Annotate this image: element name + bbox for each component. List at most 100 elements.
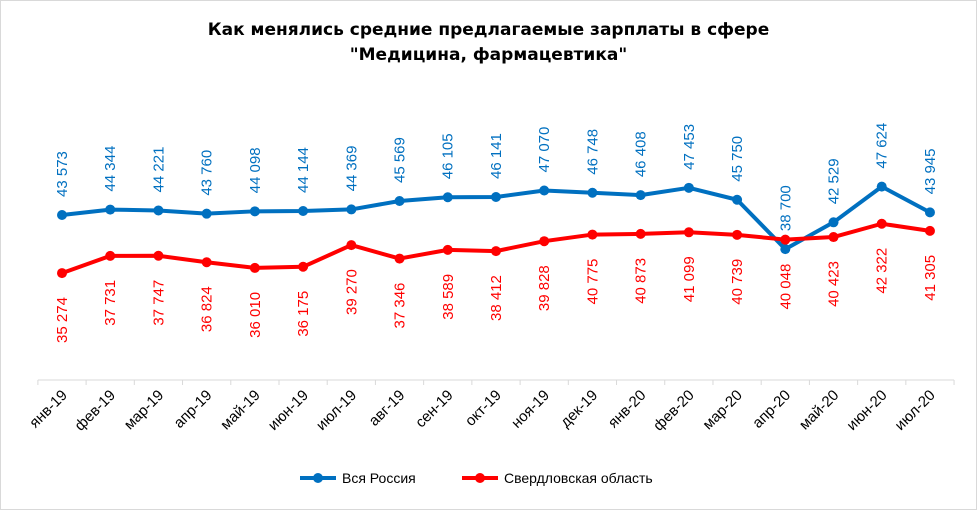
series-sverdlovsk-data-label: 36 824 [199,286,216,332]
chart-title-line-2: "Медицина, фармацевтика" [349,45,628,65]
series-sverdlovsk-data-label: 39 270 [343,269,360,315]
series-sverdlovsk-data-label: 40 873 [633,258,650,304]
series-sverdlovsk-point [394,253,405,264]
x-tick-label: дек-19 [557,387,601,431]
series-sverdlovsk-point [683,227,694,238]
series-sverdlovsk-data-label: 35 274 [54,297,71,343]
series-sverdlovsk-point [635,228,646,239]
x-tick-label: июл-20 [892,387,939,434]
series-sverdlovsk-point [201,257,212,268]
series-russia-legend-label: Вся Россия [342,470,416,486]
series-sverdlovsk-point [732,229,743,240]
x-tick-label: авг-19 [366,387,409,430]
series-sverdlovsk-data-label: 37 346 [392,283,409,329]
x-tick-label: сен-19 [412,387,456,431]
series-russia-point [732,194,743,205]
x-tick-label: май-20 [796,387,842,433]
series-russia-point [490,192,501,203]
series-sverdlovsk-data-label: 39 828 [536,265,553,311]
x-tick-label: фев-20 [650,387,698,435]
series-russia-data-label: 44 344 [102,146,119,192]
series-russia-point [346,204,357,215]
series-sverdlovsk-point [346,240,357,251]
series-sverdlovsk-data-label: 41 305 [922,255,939,301]
series-sverdlovsk-data-label: 36 175 [295,291,312,337]
series-russia-data-label: 46 141 [488,133,505,179]
series-sverdlovsk-point [442,244,453,255]
x-tick-label: янв-20 [605,387,650,432]
series-sverdlovsk-point [57,268,67,279]
series-russia-point [105,204,116,215]
series-sverdlovsk-data-label: 38 412 [488,275,505,321]
series-russia-data-label: 42 529 [826,158,843,204]
series-russia-point [201,208,212,219]
series-russia-data-label: 47 453 [681,124,698,170]
series-russia-point [249,206,260,217]
series-sverdlovsk-data-label: 40 048 [777,264,794,310]
series-russia-point [394,196,405,207]
series-sverdlovsk-point [876,218,887,229]
series-russia-data-label: 44 221 [150,147,167,193]
series-russia-data-label: 43 760 [199,150,216,196]
x-tick-label: июн-19 [265,387,312,434]
series-sverdlovsk-legend-label: Свердловская область [504,470,653,486]
series-russia-point [780,244,791,255]
series-russia-point [57,209,67,220]
series-russia-data-label: 47 070 [536,127,553,173]
series-sverdlovsk-data-label: 40 423 [826,261,843,307]
series-russia-data-label: 46 748 [584,129,601,175]
series-russia-data-label: 45 750 [729,136,746,182]
series-russia-point [924,207,935,218]
series-russia-data-label: 44 369 [343,146,360,192]
series-sverdlovsk-point [249,262,260,273]
series-sverdlovsk-point [490,246,501,257]
series-russia-point [298,205,309,216]
x-tick-label: май-19 [217,387,263,433]
x-tick-label: фев-19 [71,387,119,435]
series-sverdlovsk-point [828,232,839,243]
series-russia-point [828,217,839,228]
series-russia-data-label: 46 105 [440,133,457,179]
series-sverdlovsk-data-label: 37 747 [150,280,167,326]
series-sverdlovsk-point [780,234,791,245]
series-sverdlovsk-data-label: 40 739 [729,259,746,305]
x-tick-label: ноя-19 [508,387,553,432]
series-sverdlovsk-data-label: 40 775 [584,259,601,305]
series-russia-legend-marker [313,473,323,483]
x-tick-label: янв-19 [26,387,71,432]
series-sverdlovsk-data-label: 41 099 [681,256,698,302]
series-sverdlovsk-point [298,261,309,272]
series-sverdlovsk-point [153,250,164,261]
series-russia-data-label: 47 624 [874,123,891,169]
series-russia-data-label: 43 573 [54,151,71,197]
series-russia-point [876,181,887,192]
x-tick-label: июл-19 [313,387,360,434]
series-russia-data-label: 44 144 [295,147,312,193]
series-russia-point [683,182,694,193]
series-russia-point [587,187,598,198]
series-sverdlovsk-point [587,229,598,240]
series-russia-data-label: 46 408 [633,131,650,177]
x-tick-label: июн-20 [843,387,890,434]
chart-title-line-1: Как менялись средние предлагаемые зарпла… [207,20,770,40]
series-sverdlovsk-data-label: 38 589 [440,274,457,320]
series-russia-data-label: 44 098 [247,147,264,193]
series-sverdlovsk-data-label: 42 322 [874,248,891,294]
series-russia-point [442,192,453,203]
series-sverdlovsk-point [105,250,116,261]
x-tick-label: апр-19 [171,387,216,432]
series-sverdlovsk-legend-marker [475,473,485,483]
series-russia-point [635,190,646,201]
series-russia-data-label: 38 700 [777,185,794,231]
series-russia-data-label: 45 569 [392,137,409,183]
series-russia-point [153,205,164,216]
series-sverdlovsk-point [539,236,550,247]
series-russia-data-label: 43 945 [922,148,939,194]
series-sverdlovsk-data-label: 36 010 [247,292,264,338]
series-sverdlovsk-data-label: 37 731 [102,280,119,326]
x-tick-label: окт-19 [462,387,505,430]
series-russia-point [539,185,550,196]
x-tick-label: мар-20 [699,387,745,433]
x-tick-label: мар-19 [121,387,167,433]
